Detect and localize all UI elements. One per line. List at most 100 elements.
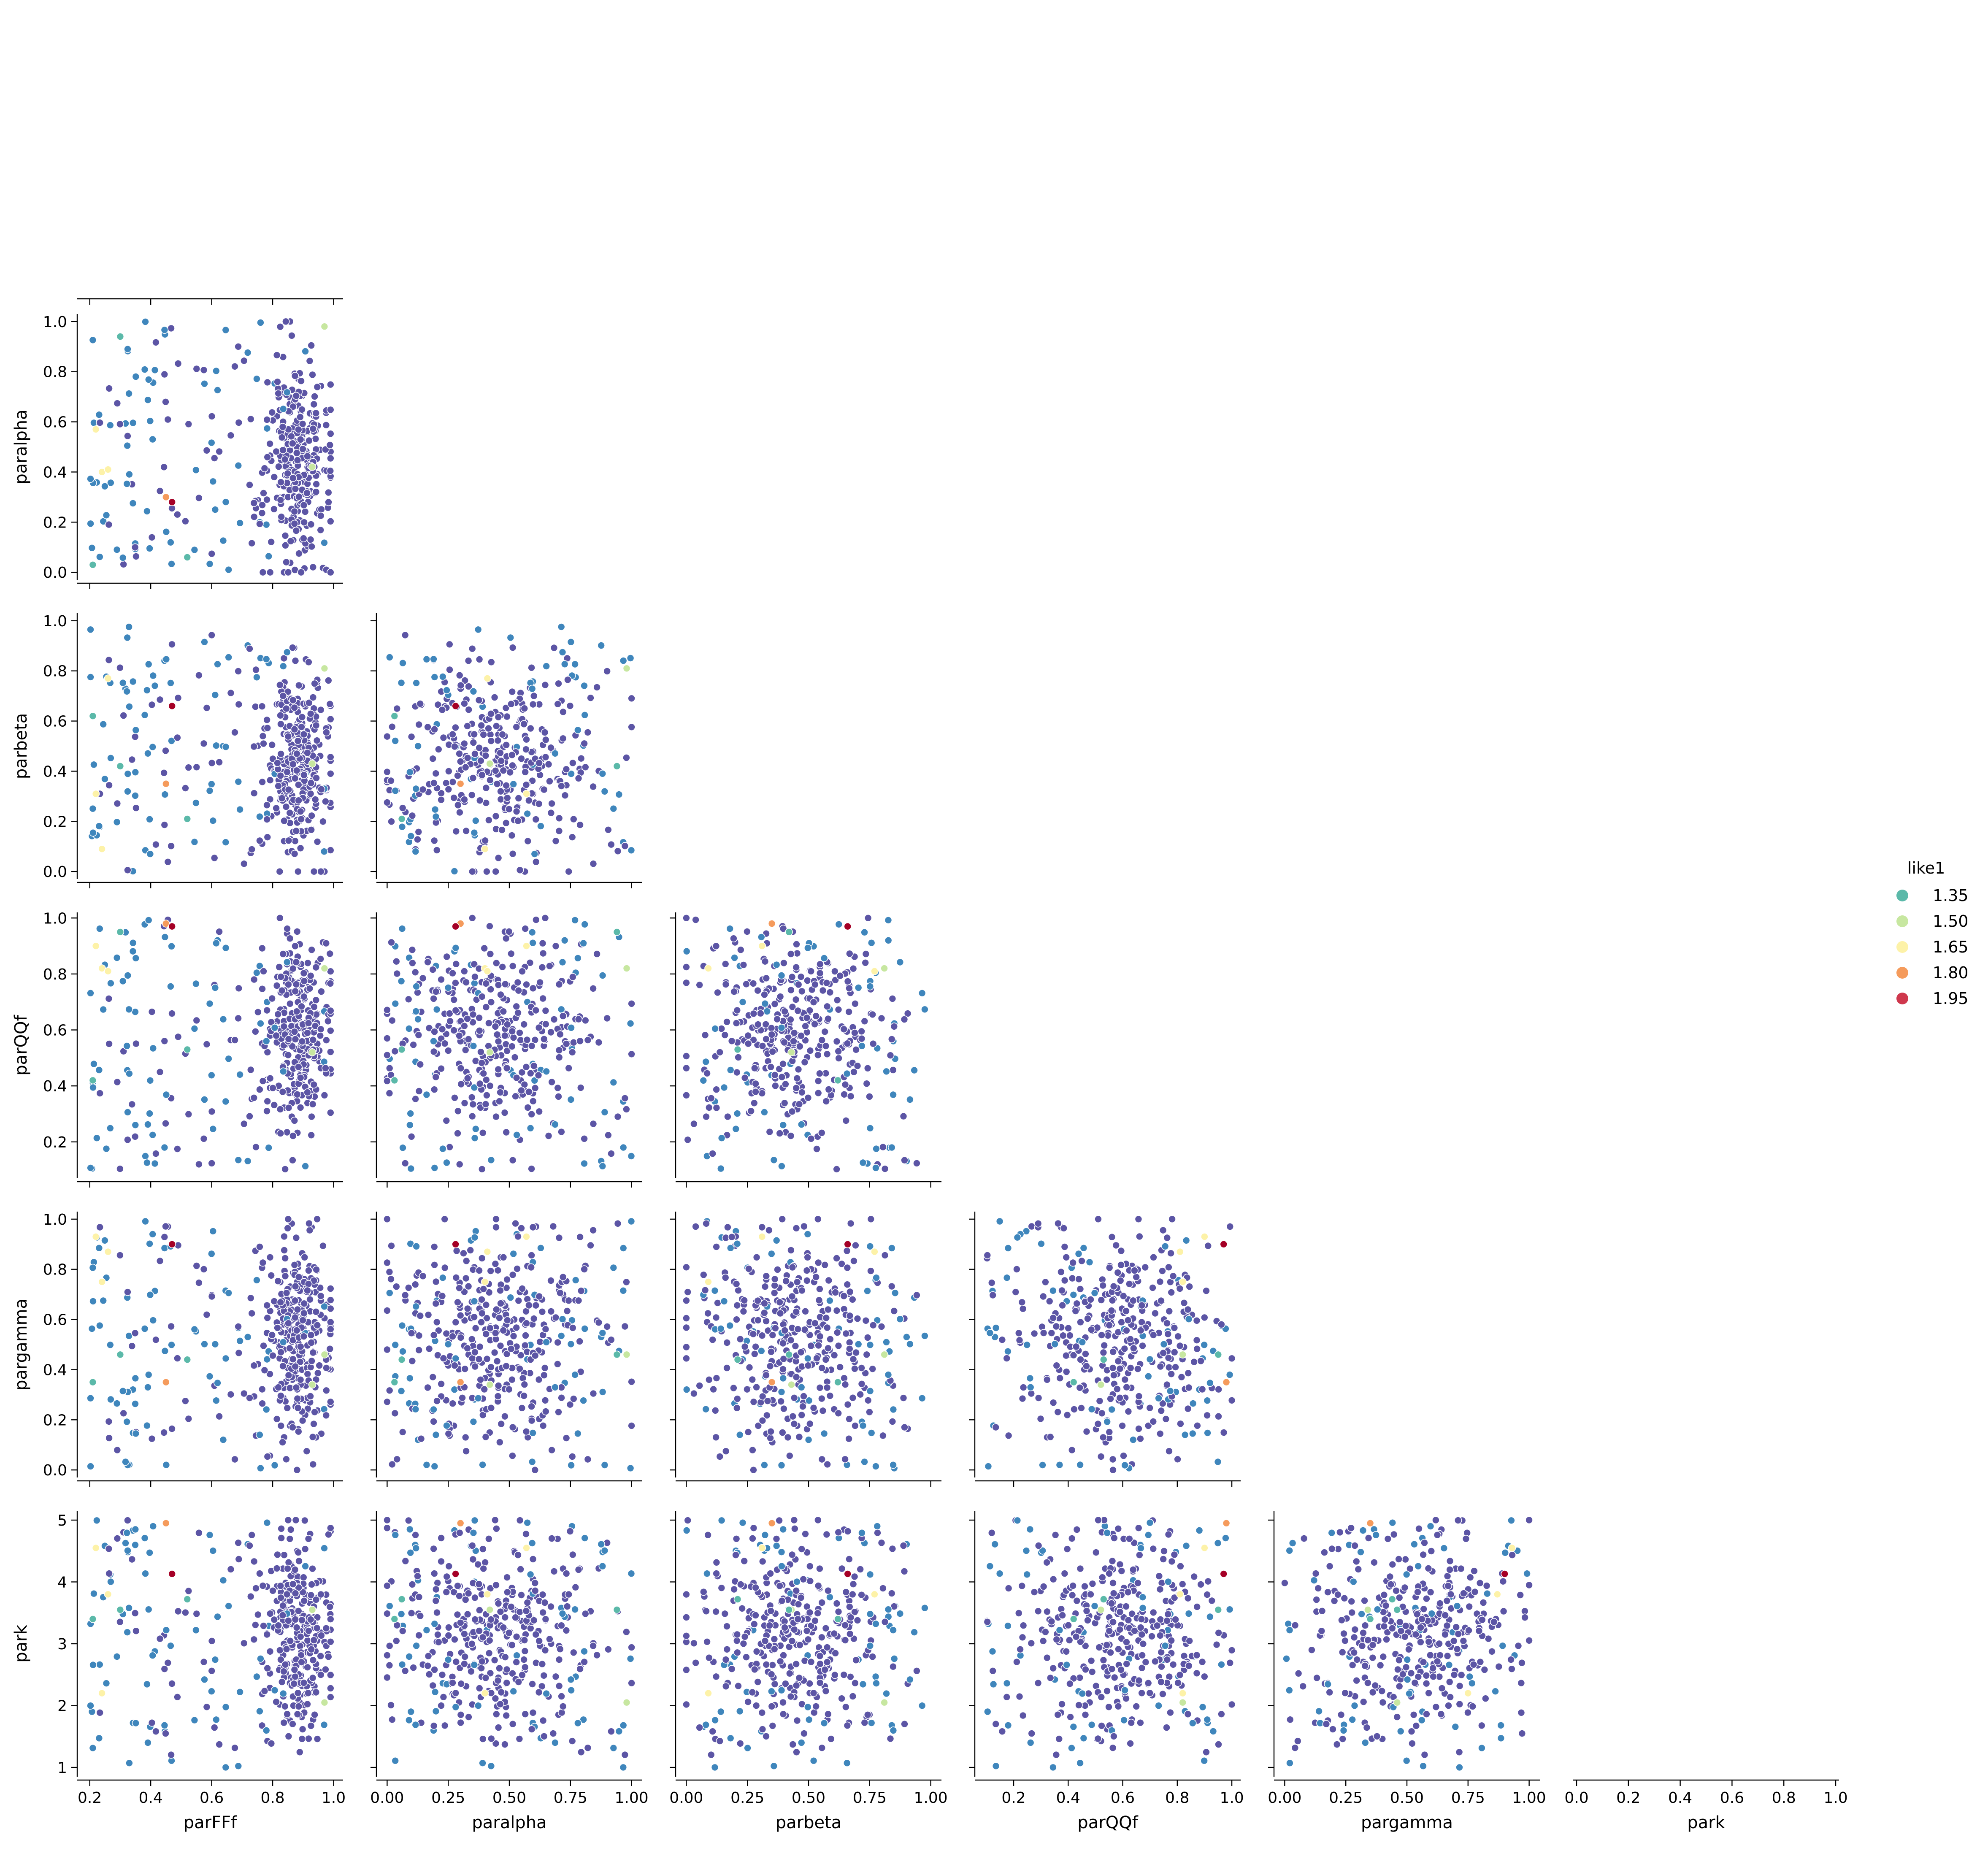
data-point (212, 1715, 220, 1724)
data-point (430, 1047, 438, 1056)
data-point (469, 1100, 477, 1109)
data-point (409, 1664, 417, 1672)
data-point (312, 1266, 320, 1274)
data-point (834, 1342, 843, 1350)
data-point (460, 699, 468, 708)
data-point (388, 722, 396, 731)
data-point (903, 1333, 911, 1341)
data-point (88, 544, 96, 552)
data-point (96, 925, 104, 933)
data-point (918, 989, 926, 997)
data-point (125, 703, 133, 711)
data-point (280, 1667, 288, 1675)
data-point (857, 1380, 866, 1388)
data-point (263, 1518, 271, 1527)
data-point (308, 946, 316, 954)
data-point (105, 995, 113, 1003)
data-point (846, 1312, 854, 1320)
data-point (845, 1008, 853, 1016)
data-point (565, 1064, 573, 1072)
data-point (989, 1291, 997, 1299)
data-point (1077, 1404, 1085, 1412)
data-point (1124, 1407, 1133, 1415)
data-point (527, 1263, 535, 1272)
data-point (144, 1605, 153, 1613)
data-point (767, 1427, 775, 1436)
data-point (311, 796, 319, 804)
data-point (294, 737, 302, 745)
data-point (276, 771, 285, 780)
data-point (430, 1085, 438, 1093)
data-point (307, 1131, 316, 1139)
data-point (385, 1089, 394, 1097)
data-point (571, 916, 579, 924)
data-point (124, 1136, 132, 1144)
data-point (256, 1431, 264, 1439)
data-point (864, 1396, 872, 1404)
data-point (393, 969, 401, 978)
data-point (1012, 1288, 1020, 1296)
data-point (274, 1277, 282, 1285)
data-point (449, 778, 457, 786)
data-point (222, 1097, 230, 1106)
data-point (741, 1074, 749, 1082)
data-point (297, 377, 305, 385)
data-point (1122, 1307, 1130, 1315)
data-point (326, 1007, 335, 1015)
data-point (301, 1545, 309, 1553)
data-point (476, 1080, 484, 1088)
data-point (1228, 1354, 1236, 1363)
data-point (843, 1280, 852, 1288)
data-point (452, 702, 460, 710)
data-point (383, 1345, 391, 1354)
data-point (887, 1282, 896, 1291)
data-point (1185, 1383, 1193, 1392)
data-point (224, 566, 233, 574)
data-point (406, 1121, 414, 1129)
scatter-panel-pargamma-vs-parQQf (969, 1212, 1241, 1487)
data-point (792, 996, 800, 1004)
data-point (814, 1215, 822, 1223)
data-point (298, 420, 307, 428)
data-point (290, 850, 299, 858)
data-point (512, 723, 520, 731)
data-point (854, 984, 863, 992)
data-point (167, 538, 175, 547)
data-point (124, 1516, 132, 1524)
data-point (407, 1329, 416, 1337)
data-point (822, 1314, 830, 1322)
data-point (803, 1277, 811, 1285)
data-point (801, 1022, 809, 1030)
data-point (1135, 1392, 1143, 1400)
data-point (542, 1407, 550, 1415)
data-point (131, 543, 139, 552)
data-point (844, 1400, 852, 1409)
data-point (779, 1121, 787, 1129)
data-point (105, 1545, 113, 1553)
data-point (619, 657, 628, 665)
data-point (128, 1342, 136, 1350)
data-point (289, 439, 297, 447)
data-point (580, 1159, 588, 1168)
data-point (148, 1434, 156, 1443)
data-point (259, 1077, 267, 1085)
data-point (626, 1019, 635, 1028)
data-point (107, 979, 115, 988)
data-point (284, 1371, 293, 1379)
data-point (1116, 1394, 1124, 1402)
data-point (206, 999, 214, 1008)
data-point (454, 801, 462, 809)
data-point (398, 1428, 407, 1436)
data-point (1167, 1370, 1175, 1378)
data-point (1163, 1380, 1171, 1389)
data-point (292, 449, 301, 457)
data-point (208, 549, 216, 558)
data-point (888, 1244, 896, 1252)
data-point (851, 1365, 859, 1373)
data-point (1170, 1348, 1179, 1356)
data-point (317, 1632, 325, 1640)
y-tick-label: 0.0 (43, 863, 67, 881)
data-point (722, 1447, 730, 1455)
data-point (113, 1534, 122, 1542)
data-point (1106, 1395, 1114, 1403)
